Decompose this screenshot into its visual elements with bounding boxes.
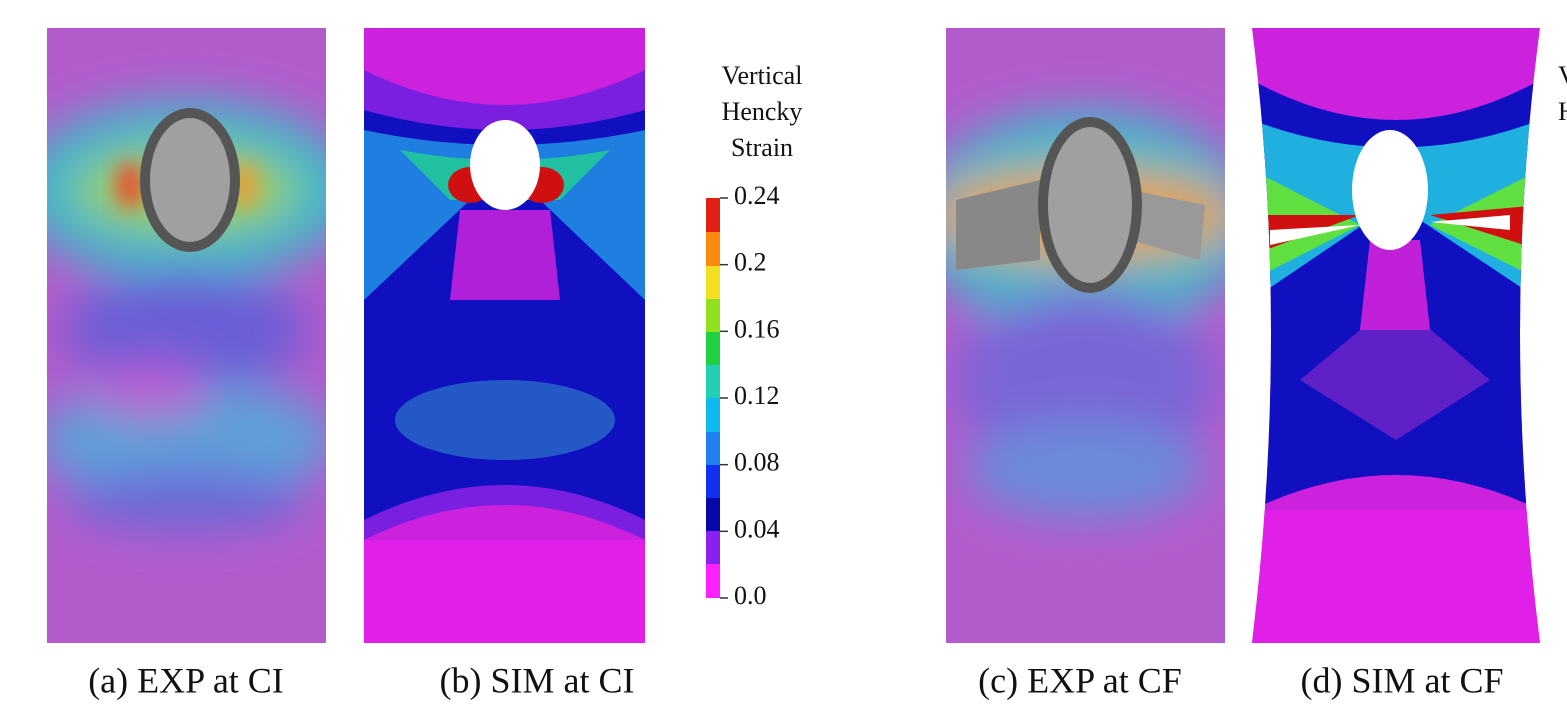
- caption: (d) SIM at CF: [1300, 660, 1503, 700]
- colorbar-tick-label: 0.12: [734, 381, 780, 410]
- colorbar-title: Strain: [731, 133, 793, 162]
- caption: (a) EXP at CI: [88, 660, 284, 700]
- colorbar-tick-label: 0.2: [734, 248, 767, 277]
- panel-b-image: [364, 28, 645, 643]
- colorbar-tick-label: 0.24: [734, 181, 780, 210]
- colorbar-title: Vertical: [1558, 61, 1567, 90]
- panel-d-image: [1252, 28, 1540, 643]
- caption: (c) EXP at CF: [978, 660, 1182, 700]
- colorbar-title: Vertical: [722, 61, 803, 90]
- panel-c-image: [946, 28, 1225, 643]
- colorbar-tick-label: 0.0: [734, 581, 767, 610]
- colorbar: [706, 198, 720, 598]
- panel-a-image: [47, 28, 326, 643]
- caption: (b) SIM at CI: [440, 660, 635, 700]
- colorbar-tick-label: 0.04: [734, 514, 780, 543]
- colorbar-title: Hencky: [722, 97, 803, 126]
- colorbar-tick-label: 0.16: [734, 314, 780, 343]
- colorbar-tick-label: 0.08: [734, 448, 780, 477]
- colorbar-title: Hencky: [1558, 97, 1567, 126]
